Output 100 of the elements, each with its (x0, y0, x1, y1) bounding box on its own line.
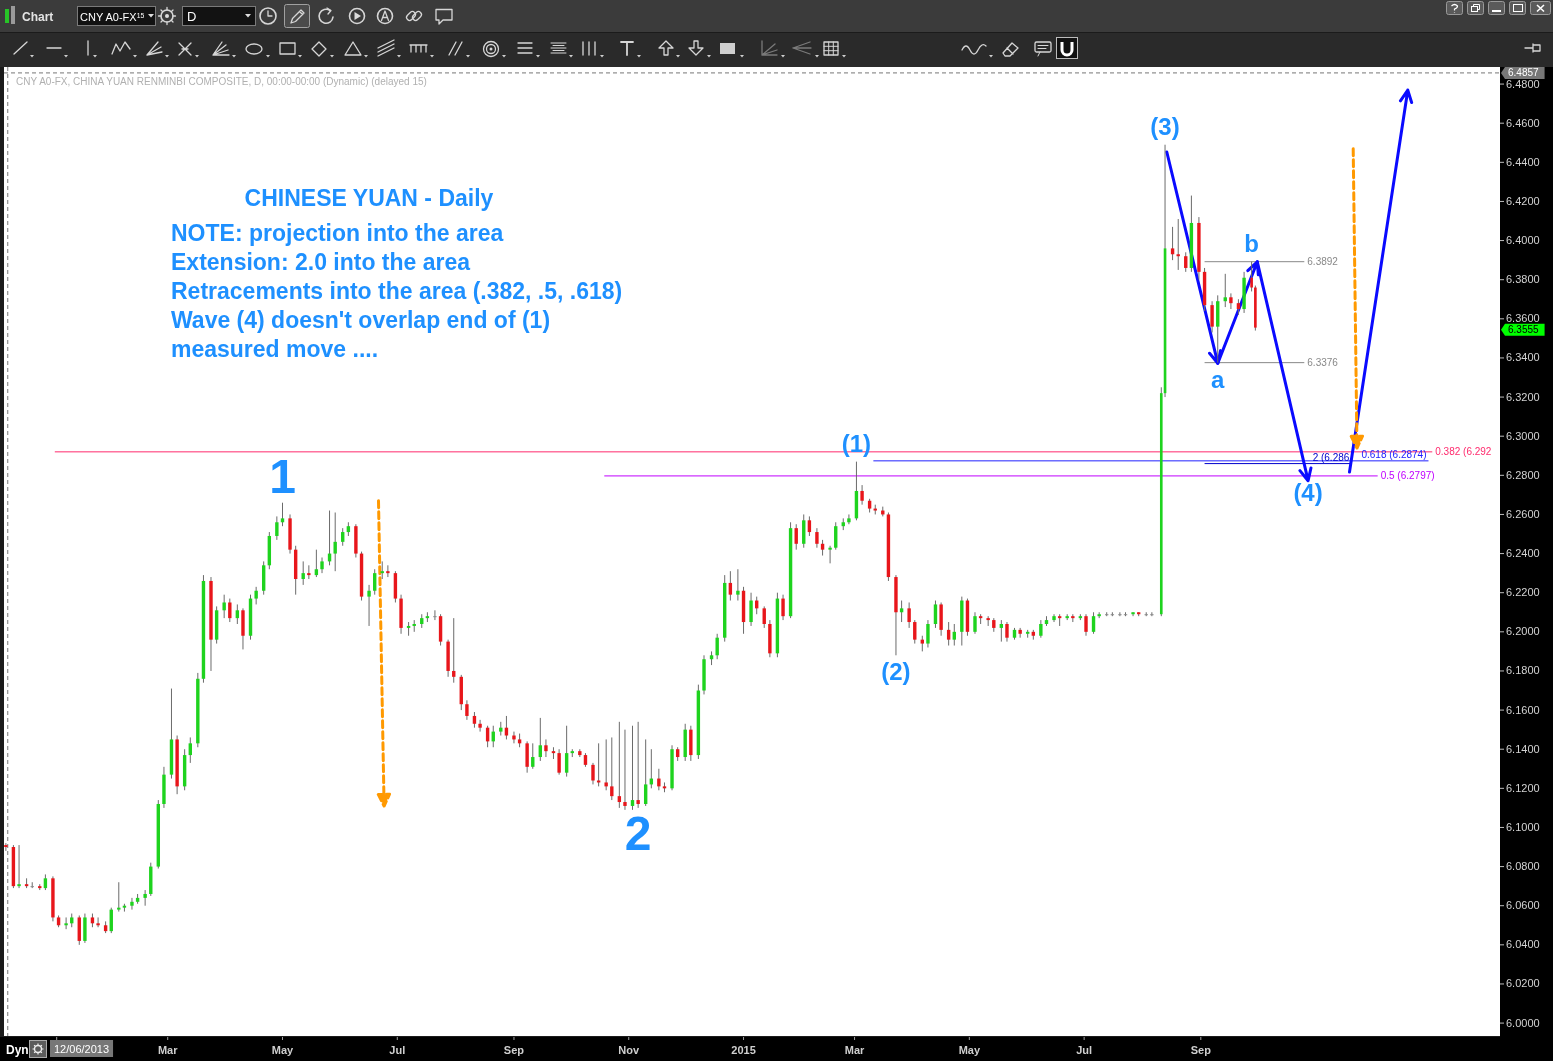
candlestick (228, 598, 232, 623)
y-tick-label: 6.4800 (1506, 77, 1540, 90)
y-tick-label: 6.1800 (1506, 664, 1540, 677)
annotation: NOTE: projection into the area (171, 220, 504, 246)
candlestick (386, 564, 390, 578)
candlestick (143, 889, 147, 907)
candlestick (538, 717, 542, 762)
y-tick-label: 6.3000 (1506, 429, 1540, 442)
candlestick (1170, 226, 1175, 261)
y-tick-label: 6.2200 (1506, 586, 1540, 599)
series-label: 0.618 (6.2874) (1361, 448, 1427, 460)
y-tick-label: 6.3800 (1506, 273, 1540, 286)
text: CNY A0-FX, CHINA YUAN RENMINBI COMPOSITE, D, 00:00-00:00 (Dynamic) (delayed 15) (16, 76, 427, 87)
candlestick (899, 600, 904, 623)
ref-line-label: 6.4857 (1508, 67, 1540, 79)
candlestick (617, 721, 622, 809)
y-tick-label: 6.2600 (1506, 507, 1540, 520)
annotation: measured move .... (171, 336, 379, 362)
candlestick (610, 736, 614, 801)
annotation: (4) (1293, 479, 1323, 507)
candlestick (807, 515, 812, 537)
series-label: 0.382 (6.292 (1435, 446, 1492, 458)
y-tick-label: 6.4000 (1506, 234, 1540, 247)
x-tick-label: May (958, 1044, 981, 1056)
candlestick (512, 731, 516, 744)
candlestick (604, 738, 608, 791)
annotation: 2 (624, 807, 652, 861)
candlestick (1052, 613, 1056, 623)
annotation: a (1211, 365, 1226, 393)
candlestick (275, 515, 279, 541)
annotation: b (1244, 230, 1259, 258)
candlestick (465, 699, 469, 721)
candlestick (1118, 611, 1122, 617)
y-tick-label: 6.4400 (1506, 155, 1540, 168)
candlestick (373, 568, 377, 596)
candlestick (591, 762, 595, 785)
y-tick-label: 6.3400 (1506, 351, 1540, 364)
y-tick-label: 6.1000 (1506, 820, 1540, 833)
candlestick (452, 617, 456, 684)
y-tick-label: 6.0600 (1506, 899, 1540, 912)
candlestick (222, 594, 226, 619)
x-tick-label: Jul (389, 1044, 406, 1056)
candlestick (96, 916, 100, 928)
candlestick (781, 594, 785, 621)
x-tick-label: Nov (618, 1044, 641, 1056)
candlestick (525, 740, 529, 774)
candlestick (926, 619, 930, 648)
candlestick (762, 605, 766, 629)
text: Chart (22, 10, 54, 24)
y-tick-label: 6.3600 (1506, 312, 1540, 325)
candlestick (973, 611, 977, 635)
candlestick (1150, 611, 1154, 617)
annotation: (1) (841, 429, 872, 457)
candlestick (643, 738, 648, 807)
x-tick-label: Mar (157, 1044, 179, 1056)
candlestick (999, 619, 1004, 643)
series-label: 6.3892 (1307, 256, 1339, 268)
candlestick (557, 748, 561, 776)
candlestick (64, 916, 68, 930)
candlestick (367, 584, 371, 627)
candlestick (320, 556, 324, 574)
y-tick-label: 6.0200 (1506, 977, 1540, 990)
candlestick (736, 568, 740, 602)
candlestick (946, 621, 951, 647)
y-tick-label: 6.4200 (1506, 194, 1540, 207)
y-tick-label: 6.2800 (1506, 468, 1540, 481)
candlestick (1084, 613, 1088, 637)
candlestick (433, 609, 437, 621)
candlestick (728, 570, 733, 602)
candlestick (933, 600, 938, 629)
candlestick (1005, 621, 1009, 643)
x-tick-label: 2015 (731, 1044, 756, 1056)
y-tick-label: 6.3200 (1506, 390, 1540, 403)
x-tick-label: Jul (1076, 1044, 1093, 1056)
x-tick-label: Sep (503, 1044, 525, 1056)
y-tick-label: 6.1600 (1506, 703, 1540, 716)
y-tick-label: 6.2400 (1506, 547, 1540, 560)
candlestick (280, 502, 285, 527)
candlestick (657, 768, 661, 791)
candlestick (913, 619, 917, 645)
candlestick (333, 511, 337, 572)
y-tick-label: 6.0400 (1506, 938, 1540, 951)
y-tick-label: 6.4600 (1506, 116, 1540, 129)
candlestick (815, 527, 819, 549)
candlestick (1250, 261, 1253, 292)
candlestick (564, 725, 569, 778)
y-tick-label: 6.0800 (1506, 860, 1540, 873)
x-tick-label: May (271, 1044, 295, 1056)
candlestick (1210, 300, 1214, 334)
candlestick (847, 513, 851, 525)
y-tick-label: 6.0000 (1506, 1016, 1540, 1029)
candlestick (1229, 292, 1233, 310)
candlestick (301, 560, 305, 586)
candlestick (834, 521, 838, 551)
candlestick (623, 729, 627, 811)
y-tick-label: 6.2000 (1506, 625, 1540, 638)
annotation: 1 (269, 449, 296, 503)
series-label: 6.3376 (1307, 357, 1339, 369)
annotation: (2) (881, 658, 911, 686)
candlestick (828, 545, 832, 564)
